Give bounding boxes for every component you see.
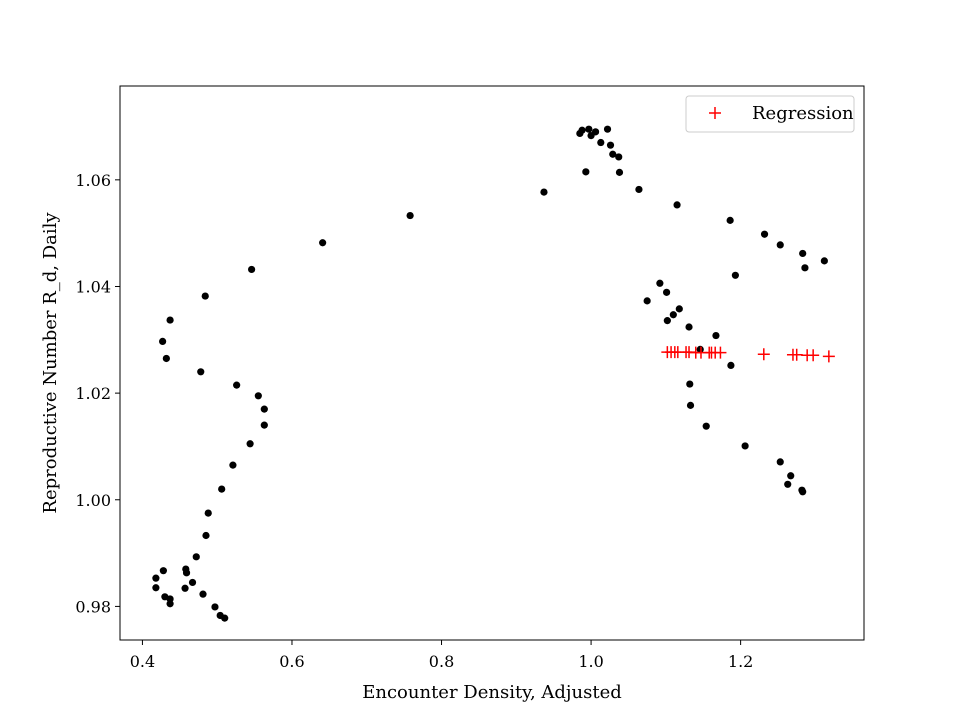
data-point [260,405,268,413]
data-point [702,422,710,430]
data-point [199,590,207,598]
data-point [712,331,720,340]
data-point [801,264,809,272]
data-point [615,168,624,176]
data-point [726,216,734,224]
data-point [787,472,795,480]
regression-point [822,350,835,363]
data-point [685,323,693,331]
data-point [248,265,256,274]
data-point [159,567,167,575]
x-axis-label: Encounter Density, Adjusted [362,682,622,703]
y-tick-label: 1.02 [75,384,111,403]
data-point [727,361,735,369]
regression-point [807,349,820,362]
data-point [662,288,671,296]
legend-box [685,95,855,133]
data-point [799,249,807,258]
data-point [799,488,807,496]
data-point [686,380,694,388]
data-point [776,458,784,466]
data-point [731,271,739,279]
data-point [218,485,226,493]
y-axis-ticks: 0.98 1.00 1.02 1.04 1.06 [75,171,120,616]
data-point [204,509,212,517]
data-point [260,421,268,429]
data-point [760,230,769,238]
data-point [202,531,210,540]
data-point [669,311,677,319]
data-point [254,392,262,400]
data-point [162,354,170,363]
plot-frame [119,85,865,641]
data-point [201,292,209,300]
x-tick-label: 1.2 [728,652,753,671]
data-point [406,211,414,220]
x-tick-label: 1.0 [578,652,603,671]
data-point [319,239,327,247]
data-point [591,128,600,136]
data-point [159,337,167,346]
data-point [656,279,664,287]
legend-label-regression: Regression [752,103,854,124]
data-point [578,126,586,134]
data-point [615,153,623,161]
x-tick-label: 0.8 [429,652,454,671]
legend: Regression [685,95,855,133]
data-point [609,150,617,158]
data-point [221,614,229,622]
data-marks [152,125,835,622]
x-axis-ticks: 0.4 0.6 0.8 1.0 1.2 [130,640,753,671]
y-tick-label: 1.04 [75,277,111,296]
y-tick-label: 1.00 [75,491,111,510]
data-point [741,442,749,450]
data-point [686,401,695,409]
data-point [152,584,160,592]
legend-plus-marker-icon [709,107,721,119]
data-point [246,440,254,448]
data-point [197,368,205,376]
data-point [182,569,191,577]
data-point [597,138,605,147]
data-point [166,600,174,608]
data-point [192,553,200,561]
data-point [540,188,548,196]
y-axis-label: Reproductive Number R_d, Daily [40,212,61,514]
data-point [673,201,681,209]
data-point [784,480,792,488]
y-tick-label: 0.98 [75,597,111,616]
data-point [582,168,590,176]
data-point [188,578,197,587]
regression-point [714,346,727,359]
plot-area [120,86,864,640]
data-point [603,125,612,133]
data-point [643,297,651,305]
data-point [606,141,615,149]
regression-point [757,348,770,361]
x-tick-label: 0.6 [279,652,304,671]
data-point [635,185,643,194]
data-point [663,317,671,325]
x-tick-label: 0.4 [130,652,155,671]
data-point [675,305,683,313]
data-point [233,381,241,389]
y-tick-label: 1.06 [75,171,111,190]
regression-point [790,348,803,361]
data-point [211,603,219,611]
data-point [152,574,160,582]
data-point [776,241,784,249]
data-point [166,316,174,324]
data-point [820,257,828,265]
data-point [181,584,189,592]
data-point [585,125,593,133]
data-point [229,461,237,469]
